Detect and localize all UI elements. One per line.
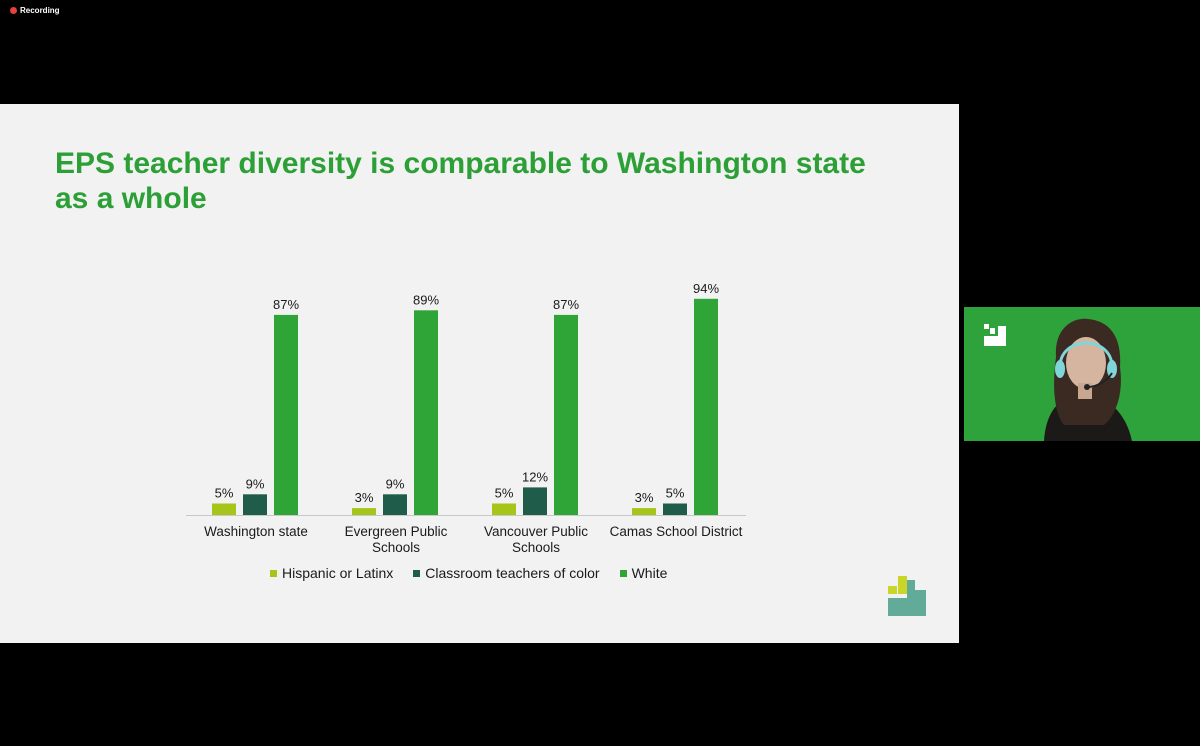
data-label: 94% <box>693 281 719 296</box>
data-label: 89% <box>413 292 439 307</box>
evergreen-logo-icon <box>984 324 1006 346</box>
legend-label: Hispanic or Latinx <box>282 565 394 581</box>
data-label: 9% <box>246 476 265 491</box>
bar <box>492 503 516 515</box>
bar <box>632 508 656 515</box>
bar <box>523 487 547 515</box>
presentation-slide: EPS teacher diversity is comparable to W… <box>0 104 959 643</box>
legend-swatch <box>619 569 627 577</box>
category-label: Evergreen Public <box>345 524 448 539</box>
bar <box>554 314 578 515</box>
data-label: 5% <box>215 486 234 501</box>
bar <box>383 494 407 515</box>
data-label: 5% <box>495 486 514 501</box>
data-label: 3% <box>355 490 374 505</box>
legend-swatch <box>270 569 277 577</box>
chart-legend: Hispanic or Latinx Classroom teachers of… <box>270 565 667 581</box>
data-label: 87% <box>273 297 299 312</box>
legend-label: Classroom teachers of color <box>425 565 600 581</box>
legend-item-hispanic: Hispanic or Latinx <box>270 565 393 581</box>
data-label: 87% <box>553 297 579 312</box>
legend-label: White <box>631 565 668 581</box>
evergreen-logo-icon <box>888 576 926 616</box>
data-label: 12% <box>522 469 548 484</box>
bar <box>352 508 376 515</box>
legend-item-teachers-of-color: Classroom teachers of color <box>413 565 600 581</box>
bar <box>694 298 718 515</box>
category-label: Schools <box>372 540 420 555</box>
category-label: Camas School District <box>610 524 743 539</box>
bar <box>212 503 236 515</box>
red-dot-icon <box>10 7 17 14</box>
category-label: Schools <box>512 540 560 555</box>
category-label: Vancouver Public <box>484 524 588 539</box>
bar <box>414 310 438 515</box>
participant-video[interactable] <box>964 307 1200 441</box>
data-label: 9% <box>386 476 405 491</box>
recording-label: Recording <box>20 6 60 15</box>
slide-title: EPS teacher diversity is comparable to W… <box>55 147 866 215</box>
recording-indicator: Recording <box>10 6 60 15</box>
data-label: 5% <box>666 486 685 501</box>
bar <box>274 314 298 515</box>
legend-item-white: White <box>619 565 668 581</box>
category-label: Washington state <box>204 524 308 539</box>
bar <box>663 503 687 515</box>
presenter-video-feed <box>1044 318 1132 441</box>
legend-swatch <box>413 569 421 577</box>
data-label: 3% <box>635 490 654 505</box>
bar <box>243 494 267 515</box>
bar-chart: 5% 9% 87% Washington state 3% 9% 89% Evergreen … <box>186 281 746 555</box>
